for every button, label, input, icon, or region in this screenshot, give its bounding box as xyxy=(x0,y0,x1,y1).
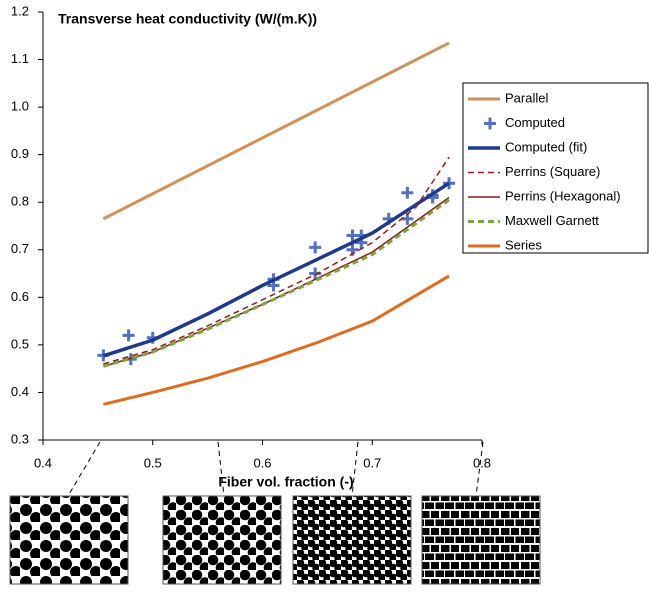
image-leaders xyxy=(67,441,484,497)
data-point xyxy=(401,186,414,199)
series-line xyxy=(103,274,450,406)
series-line xyxy=(103,196,450,368)
y-tick-label: 0.7 xyxy=(11,241,29,256)
microstructure-images xyxy=(9,495,541,585)
legend-label: Perrins (Hexagonal) xyxy=(505,188,621,203)
legend-label: Series xyxy=(505,237,542,252)
data-point xyxy=(122,329,135,342)
y-tick-label: 0.9 xyxy=(11,146,29,161)
x-tick-label: 0.5 xyxy=(144,455,162,470)
y-tick-label: 0.8 xyxy=(11,194,29,209)
y-tick-label: 0.3 xyxy=(11,431,29,446)
series-line xyxy=(102,181,451,358)
legend-box xyxy=(462,82,649,254)
legend-label: Perrins (Square) xyxy=(505,164,600,179)
legend-swatch xyxy=(484,117,496,130)
legend-label: Parallel xyxy=(505,90,548,105)
legend-label: Maxwell Garnett xyxy=(505,213,599,228)
legend-label: Computed (fit) xyxy=(505,139,587,154)
series-line xyxy=(103,156,450,365)
data-point xyxy=(309,241,322,254)
chart-title: Transverse heat conductivity (W/(m.K)) xyxy=(58,11,317,27)
x-axis-title: Fiber vol. fraction (-) xyxy=(218,474,353,490)
y-tick-label: 0.6 xyxy=(11,289,29,304)
y-tick-label: 0.4 xyxy=(11,384,29,399)
series-line xyxy=(102,198,450,368)
data-point xyxy=(309,267,322,280)
x-tick-label: 0.4 xyxy=(34,455,52,470)
y-tick-label: 1.1 xyxy=(11,51,29,66)
series-line xyxy=(102,41,450,221)
y-tick-label: 1.0 xyxy=(11,99,29,114)
x-tick-label: 0.6 xyxy=(253,455,271,470)
y-tick-label: 0.5 xyxy=(11,336,29,351)
x-tick-label: 0.8 xyxy=(473,455,491,470)
x-tick-label: 0.7 xyxy=(363,455,381,470)
y-tick-label: 1.2 xyxy=(11,3,29,18)
legend-label: Computed xyxy=(505,115,565,130)
